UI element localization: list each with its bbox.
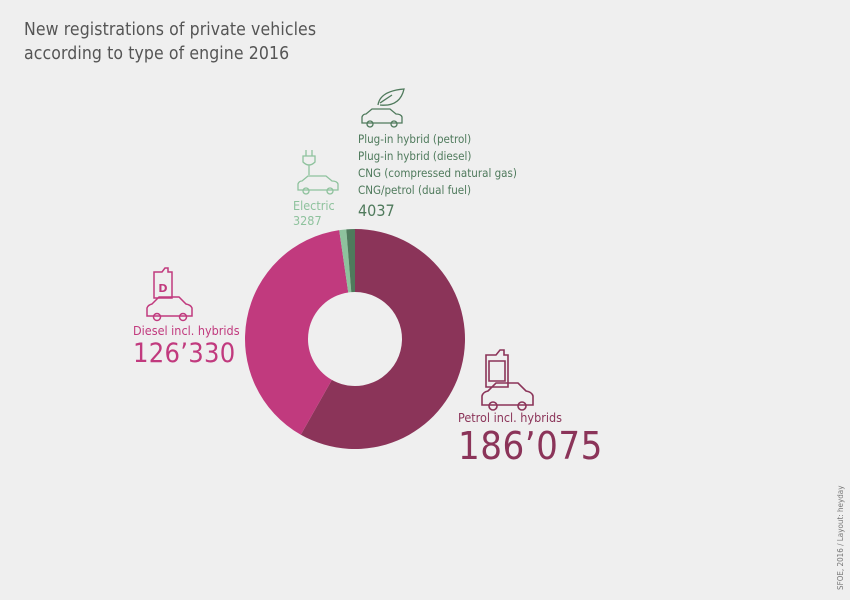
other-name-4: CNG/petrol (dual fuel) bbox=[358, 183, 472, 197]
donut-slice-electric bbox=[339, 229, 352, 293]
diesel-name: Diesel incl. hybrids bbox=[133, 323, 240, 338]
chart-title: New registrations of private vehicles ac… bbox=[24, 18, 316, 66]
credit-text: SFOE, 2016 / Layout: heyday bbox=[836, 485, 845, 590]
donut-slices bbox=[245, 229, 465, 449]
fuel-can-car-icon bbox=[481, 349, 534, 411]
donut-slice-other bbox=[346, 229, 355, 293]
electric-value: 3287 bbox=[293, 213, 322, 228]
electric-label: Electric 3287 bbox=[293, 198, 335, 228]
donut-slice-petrol bbox=[300, 229, 465, 449]
other-name-3: CNG (compressed natural gas) bbox=[358, 166, 517, 180]
diesel-can-car-icon: D bbox=[146, 267, 193, 322]
petrol-value: 186’075 bbox=[458, 424, 603, 468]
diesel-label: Diesel incl. hybrids 126’330 bbox=[133, 323, 240, 369]
diesel-value: 126’330 bbox=[133, 338, 236, 369]
title-line-1: New registrations of private vehicles bbox=[24, 20, 317, 40]
donut-slice-diesel bbox=[245, 230, 349, 435]
plug-car-icon bbox=[297, 150, 339, 195]
petrol-name: Petrol incl. hybrids bbox=[458, 410, 562, 425]
other-name-1: Plug-in hybrid (petrol) bbox=[358, 132, 472, 146]
other-value: 4037 bbox=[358, 201, 395, 220]
title-line-2: according to type of engine 2016 bbox=[24, 44, 290, 64]
petrol-label: Petrol incl. hybrids 186’075 bbox=[458, 410, 603, 466]
leaf-car-icon bbox=[361, 88, 405, 128]
other-name-2: Plug-in hybrid (diesel) bbox=[358, 149, 472, 163]
electric-name: Electric bbox=[293, 198, 335, 213]
other-label: Plug-in hybrid (petrol) Plug-in hybrid (… bbox=[358, 131, 517, 221]
svg-text:D: D bbox=[158, 282, 167, 295]
